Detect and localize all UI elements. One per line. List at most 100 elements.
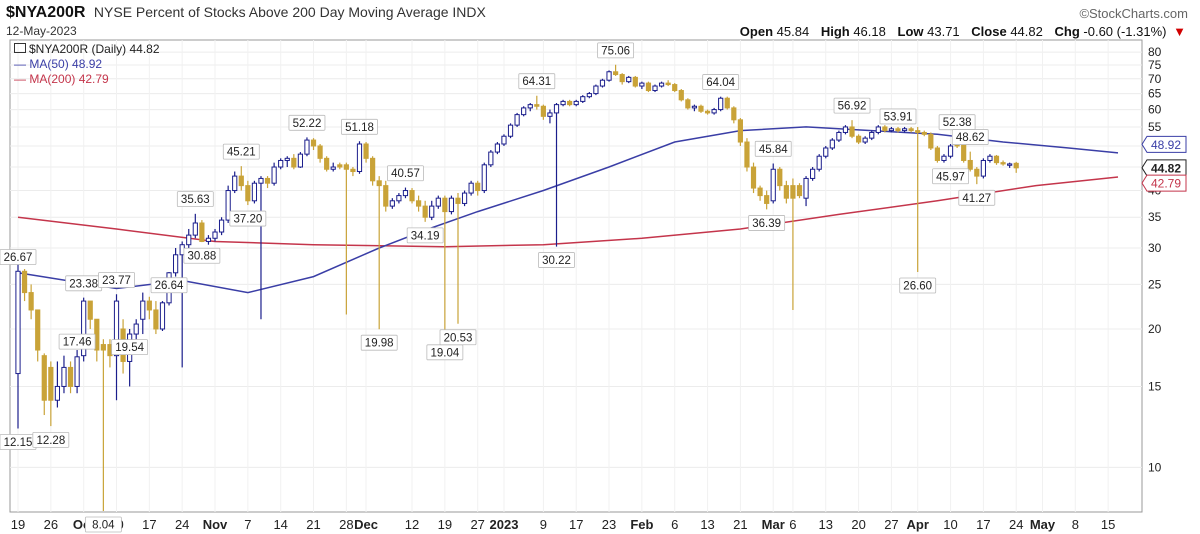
low-label: Low — [897, 24, 924, 39]
candle-body — [731, 107, 737, 121]
candle-body — [205, 237, 212, 242]
callout-box — [222, 143, 260, 160]
candle-body — [475, 182, 481, 192]
candle-body — [54, 385, 61, 401]
candle-body — [218, 219, 225, 233]
callout-box — [387, 165, 424, 182]
candle-body — [993, 155, 1000, 164]
x-tick-label: 27 — [884, 517, 898, 532]
candle-body — [28, 292, 34, 311]
candle-body — [737, 119, 743, 143]
y-tick-label: 35 — [1148, 210, 1162, 224]
candle-body — [48, 366, 54, 401]
candle-body — [783, 185, 789, 199]
legend-ma200: — MA(200) 42.79 — [14, 72, 109, 86]
x-tick-label: 8 — [1072, 517, 1079, 532]
candle-body — [704, 110, 711, 114]
candle-body — [87, 300, 93, 320]
candle-body — [882, 126, 888, 132]
candle-body — [967, 159, 973, 170]
candle-body — [337, 164, 343, 168]
close-label: Close — [971, 24, 1007, 39]
candle-body — [35, 309, 41, 351]
y-tick-label: 10 — [1148, 460, 1162, 474]
callout-label: 30.88 — [187, 251, 216, 263]
callout-box — [341, 118, 378, 135]
price-tag-ma50 — [1141, 135, 1187, 153]
callout-box — [958, 189, 996, 206]
legend-main: $NYA200R (Daily) 44.82 — [14, 42, 160, 57]
callout-label: 40.57 — [391, 168, 420, 180]
candle-body — [665, 82, 671, 86]
stockcharts-brand[interactable]: ©StockCharts.com — [1079, 6, 1188, 21]
candle-body — [934, 147, 941, 161]
candle-body — [461, 192, 468, 204]
candle-body — [974, 168, 980, 177]
candle-body — [691, 105, 698, 109]
candle-body — [15, 270, 21, 375]
candle-body — [350, 168, 356, 173]
candle-body — [481, 164, 487, 192]
x-tick-label: Dec — [354, 517, 378, 532]
candle-body — [140, 300, 146, 320]
callout-label: 51.18 — [345, 122, 374, 134]
candle-body — [711, 109, 717, 114]
candle-body — [816, 155, 822, 170]
callout-box — [754, 140, 792, 157]
callout-label: 23.77 — [102, 275, 131, 287]
callout-box — [702, 74, 740, 90]
callout-box — [538, 252, 575, 268]
high-label: High — [820, 24, 850, 39]
x-tick-label: 10 — [943, 517, 957, 532]
candle-body — [442, 197, 448, 213]
close-value: 44.82 — [1010, 24, 1043, 39]
chart-date: 12-May-2023 — [6, 24, 77, 38]
callout-label: 56.92 — [838, 101, 867, 113]
callout-label: 36.39 — [752, 218, 781, 230]
callout-label: 12.15 — [4, 437, 33, 449]
candle-body — [415, 200, 422, 207]
callout-box — [111, 339, 149, 356]
candle-body — [468, 182, 474, 194]
candle-body — [915, 130, 921, 133]
candle-body — [553, 104, 560, 114]
candle-body — [74, 356, 80, 387]
callout-label: 35.63 — [181, 194, 210, 206]
candle-body — [271, 166, 277, 184]
low-value: 43.71 — [927, 24, 960, 39]
candle-body — [567, 100, 573, 106]
candle-body — [580, 96, 586, 102]
candle-body — [757, 187, 763, 197]
candle-body — [586, 93, 592, 98]
callout-label: 26.60 — [903, 281, 932, 293]
callout-label: 45.97 — [936, 171, 965, 183]
callout-box — [518, 73, 556, 90]
x-tick-label: 17 — [142, 517, 156, 532]
candle-body — [836, 131, 842, 141]
callout-label: 19.04 — [430, 347, 459, 359]
candle-body — [100, 344, 106, 351]
candle-body — [514, 114, 520, 126]
callout-box — [183, 247, 221, 264]
x-tick-label: Nov — [203, 517, 228, 532]
callout-box — [833, 97, 871, 114]
candle-body — [842, 126, 849, 133]
chg-label: Chg — [1054, 24, 1080, 39]
candle-body — [862, 137, 868, 143]
candle-body — [980, 159, 986, 177]
x-tick-label: 19 — [438, 517, 452, 532]
candle-body — [947, 145, 954, 157]
candle-body — [521, 107, 527, 116]
candle-body — [829, 139, 835, 149]
y-tick-label: 75 — [1148, 58, 1162, 72]
candle-body — [796, 185, 803, 197]
price-tag-label: 44.82 — [1151, 161, 1181, 175]
x-tick-label: 21 — [733, 517, 747, 532]
candle-body — [264, 177, 271, 184]
y-tick-label: 30 — [1148, 241, 1162, 255]
open-label: Open — [739, 24, 774, 39]
candle-body — [1007, 163, 1013, 166]
candle-body — [849, 126, 855, 137]
candle-body — [291, 157, 297, 168]
